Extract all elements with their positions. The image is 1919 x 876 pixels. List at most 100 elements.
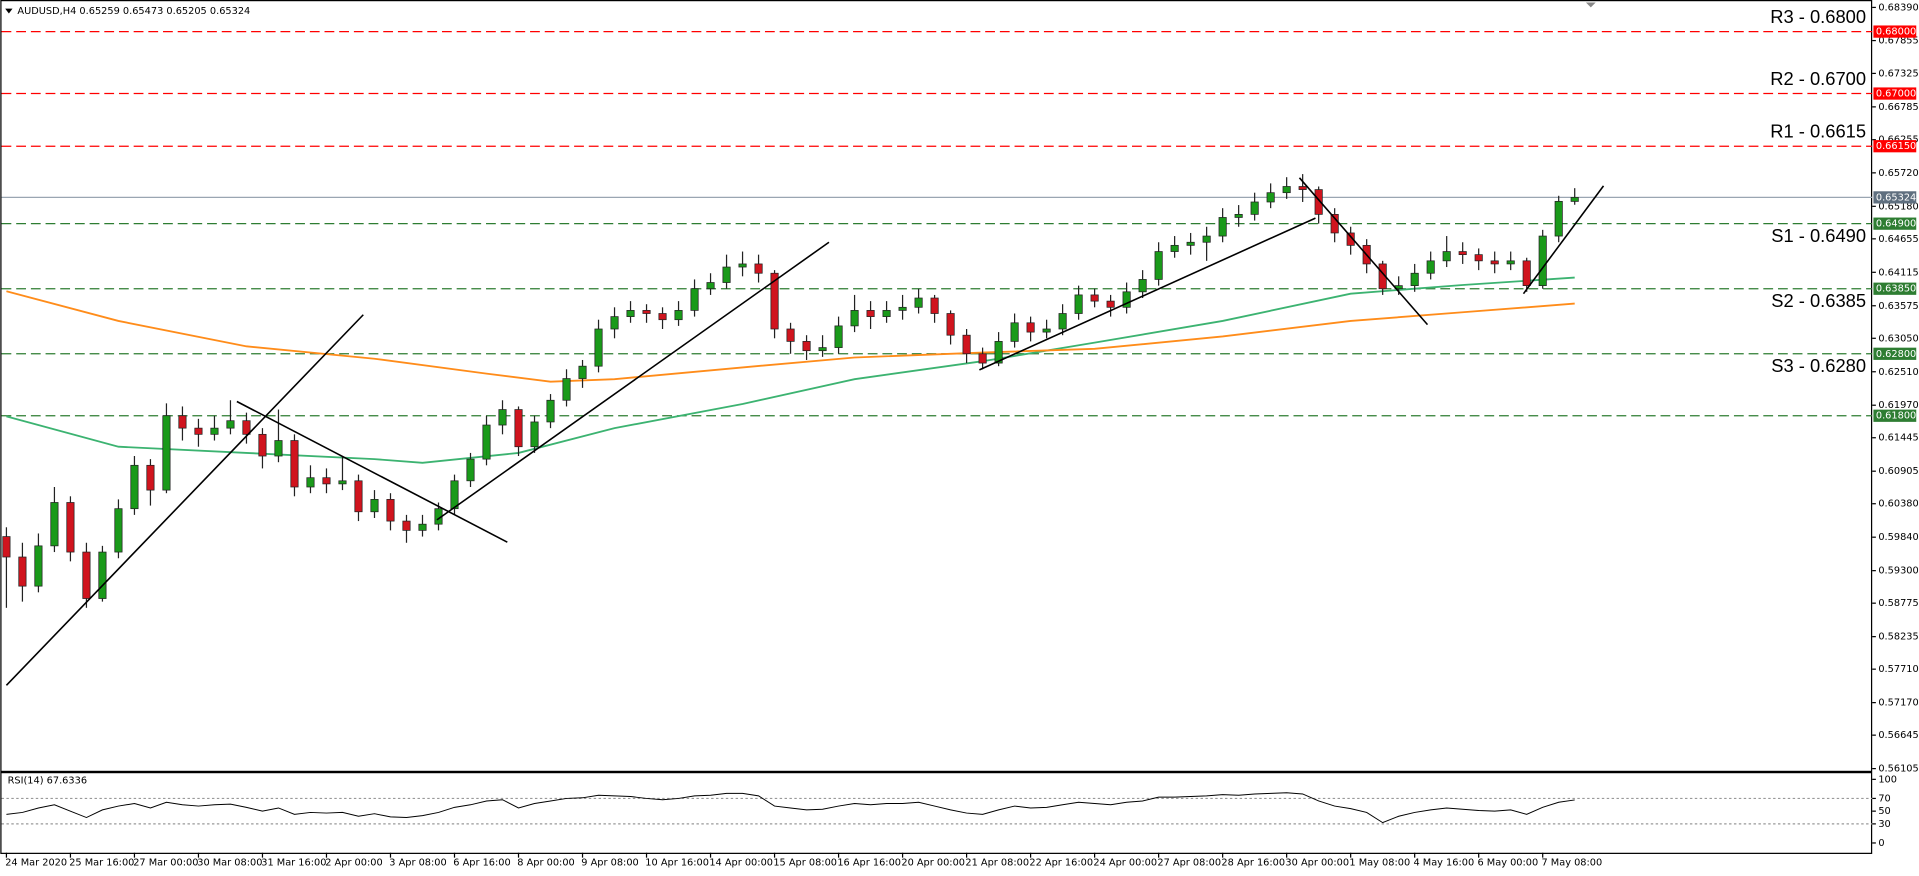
candle-body: [1506, 260, 1515, 265]
candle-body: [1474, 254, 1483, 262]
rsi-tick-label: 70: [1878, 793, 1890, 804]
menu-arrow[interactable]: [5, 8, 13, 14]
candle-body: [946, 313, 955, 336]
x-tick-label: 28 Apr 16:00: [1221, 858, 1285, 869]
candle-body: [1074, 294, 1083, 314]
trendline: [1522, 185, 1605, 295]
y-tick-label: 0.68390: [1878, 2, 1918, 13]
level-label: S2 - 0.6385: [1771, 290, 1866, 311]
price-tag: [1873, 409, 1917, 422]
candle-body: [370, 499, 379, 513]
candle-body: [130, 464, 139, 510]
candle-body: [690, 288, 699, 311]
trendline: [979, 217, 1316, 371]
y-tick-label: 0.61445: [1878, 433, 1918, 444]
candle-body: [674, 310, 683, 321]
x-tick-label: 9 Apr 08:00: [581, 858, 638, 869]
candle-body: [162, 415, 171, 491]
y-tick-label: 0.65720: [1878, 168, 1918, 179]
candle-body: [482, 424, 491, 460]
rsi-tick-label: 30: [1878, 819, 1890, 830]
candle-body: [578, 365, 587, 379]
candle-body: [754, 263, 763, 274]
candle-body: [354, 480, 363, 513]
x-tick-label: 7 May 08:00: [1541, 858, 1602, 869]
candle-body: [290, 440, 299, 488]
x-tick-label: 21 Apr 08:00: [965, 858, 1029, 869]
x-tick-label: 25 Mar 16:00: [69, 858, 134, 869]
candle-body: [978, 353, 987, 364]
scroll-arrow[interactable]: [1585, 2, 1596, 8]
price-tag-label: 0.61800: [1876, 411, 1916, 422]
candle-body: [418, 523, 427, 531]
candle-body: [1426, 260, 1435, 274]
y-tick-label: 0.56645: [1878, 730, 1918, 741]
trendline: [436, 241, 830, 521]
x-tick-label: 6 Apr 16:00: [453, 858, 510, 869]
moving-average: [6, 290, 1575, 383]
rsi-tick-label: 0: [1878, 838, 1884, 849]
x-tick-label: 27 Apr 08:00: [1157, 858, 1221, 869]
candle-body: [34, 545, 43, 587]
candle-body: [530, 421, 539, 448]
moving-average: [6, 276, 1575, 464]
chart-title: AUDUSD,H4 0.65259 0.65473 0.65205 0.6532…: [17, 6, 250, 17]
x-tick-label: 24 Mar 2020: [5, 858, 67, 869]
candle-body: [1138, 279, 1147, 293]
candle-body: [818, 347, 827, 352]
x-tick-label: 30 Apr 00:00: [1285, 858, 1349, 869]
x-tick-label: 2 Apr 00:00: [325, 858, 382, 869]
y-tick-label: 0.57710: [1878, 664, 1918, 675]
x-tick-label: 20 Apr 00:00: [901, 858, 965, 869]
main-panel: [0, 0, 1873, 773]
candle-body: [338, 480, 347, 485]
candle-body: [1554, 200, 1563, 237]
candle-body: [1266, 192, 1275, 203]
y-tick-label: 0.63575: [1878, 301, 1918, 312]
candle-body: [386, 499, 395, 522]
trendline: [236, 400, 508, 543]
price-tag-label: 0.63850: [1876, 284, 1916, 295]
candle-body: [258, 433, 267, 457]
trendline: [1298, 177, 1429, 326]
candle-body: [66, 502, 75, 553]
candle-body: [546, 399, 555, 423]
y-tick-label: 0.67325: [1878, 68, 1918, 79]
candle-body: [930, 297, 939, 314]
y-tick-label: 0.59300: [1878, 566, 1918, 577]
y-tick-label: 0.63050: [1878, 333, 1918, 344]
candle-body: [146, 464, 155, 491]
price-tag: [1873, 25, 1917, 38]
candle-body: [1154, 251, 1163, 280]
candle-body: [866, 310, 875, 317]
candle-body: [1410, 272, 1419, 286]
candle-body: [1522, 260, 1531, 286]
x-tick-label: 3 Apr 08:00: [389, 858, 446, 869]
candle-body: [1282, 186, 1291, 194]
price-tag: [1873, 191, 1917, 204]
candle-body: [802, 341, 811, 352]
candle-body: [82, 551, 91, 599]
candle-body: [1442, 251, 1451, 262]
x-tick-label: 4 May 16:00: [1413, 858, 1474, 869]
candle-body: [1010, 322, 1019, 342]
price-tag-label: 0.65324: [1876, 192, 1916, 203]
candle-body: [834, 325, 843, 348]
y-tick-label: 0.58775: [1878, 598, 1918, 609]
candle-body: [322, 477, 331, 485]
price-tag-label: 0.68000: [1876, 27, 1916, 38]
candle-body: [994, 341, 1003, 364]
candle-body: [1090, 294, 1099, 302]
candle-body: [178, 415, 187, 429]
candle-body: [1234, 214, 1243, 218]
x-tick-label: 14 Apr 00:00: [709, 858, 773, 869]
candle-body: [1202, 235, 1211, 243]
candle-body: [738, 263, 747, 268]
candle-body: [770, 272, 779, 330]
rsi-tick-label: 100: [1878, 774, 1897, 785]
candle-body: [1458, 251, 1467, 256]
candle-body: [610, 316, 619, 330]
price-tag: [1873, 87, 1917, 100]
